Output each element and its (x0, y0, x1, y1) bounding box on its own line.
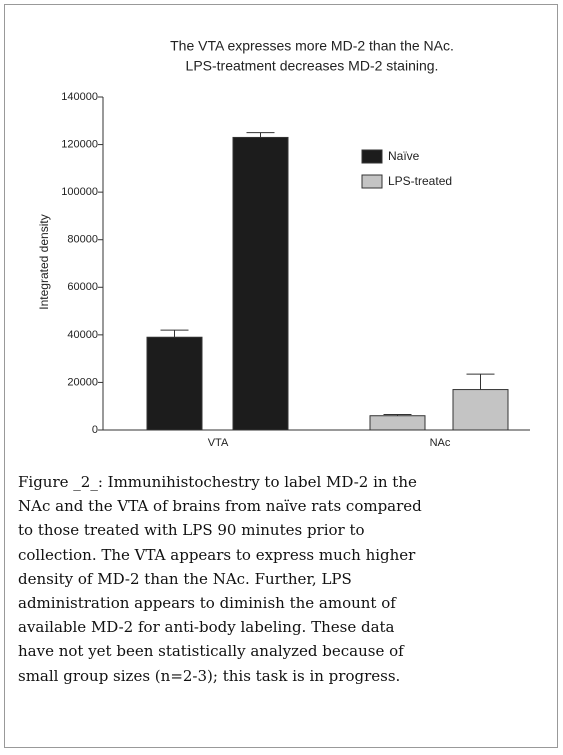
bar (369, 415, 426, 431)
y-tick-label: 140000 (61, 91, 98, 103)
legend-swatch (361, 149, 383, 164)
bar (452, 389, 509, 431)
x-tick-label: VTA (208, 437, 229, 449)
bar (146, 336, 203, 431)
y-tick-label: 60000 (67, 281, 98, 293)
caption-line: NAc and the VTA of brains from naïve rat… (18, 497, 422, 516)
y-tick-label: 80000 (67, 234, 98, 246)
caption-line: collection. The VTA appears to express m… (18, 545, 416, 564)
y-tick-label: 100000 (61, 186, 98, 198)
caption-line: to those treated with LPS 90 minutes pri… (18, 521, 365, 540)
legend-label: LPS-treated (388, 174, 452, 188)
legend-swatch (361, 174, 383, 189)
caption-line: Figure _2_: Immunihistochestry to label … (18, 473, 417, 491)
legend-label: Naïve (388, 149, 420, 163)
bar (232, 136, 289, 431)
x-tick-label: NAc (430, 437, 451, 449)
y-tick-label: 20000 (67, 376, 98, 388)
y-tick-label: 0 (92, 424, 98, 436)
y-tick-label: 40000 (67, 329, 98, 341)
chart: The VTA expresses more MD-2 than the NAc… (37, 38, 530, 449)
caption-line: have not yet been statistically analyzed… (18, 642, 404, 661)
caption-line: available MD-2 for anti-body labeling. T… (18, 618, 395, 637)
y-tick-label: 120000 (61, 138, 98, 150)
figure-frame (4, 4, 558, 748)
caption-line: administration appears to diminish the a… (18, 594, 396, 613)
chart-title: The VTA expresses more MD-2 than the NAc… (170, 38, 454, 54)
caption-line: small group sizes (n=2-3); this task is … (18, 666, 401, 685)
caption: Figure _2_: Immunihistochestry to label … (18, 470, 422, 688)
y-axis-label: Integrated density (37, 214, 51, 309)
caption-line: density of MD-2 than the NAc. Further, L… (18, 569, 352, 588)
chart-title: LPS-treatment decreases MD-2 staining. (186, 58, 439, 74)
